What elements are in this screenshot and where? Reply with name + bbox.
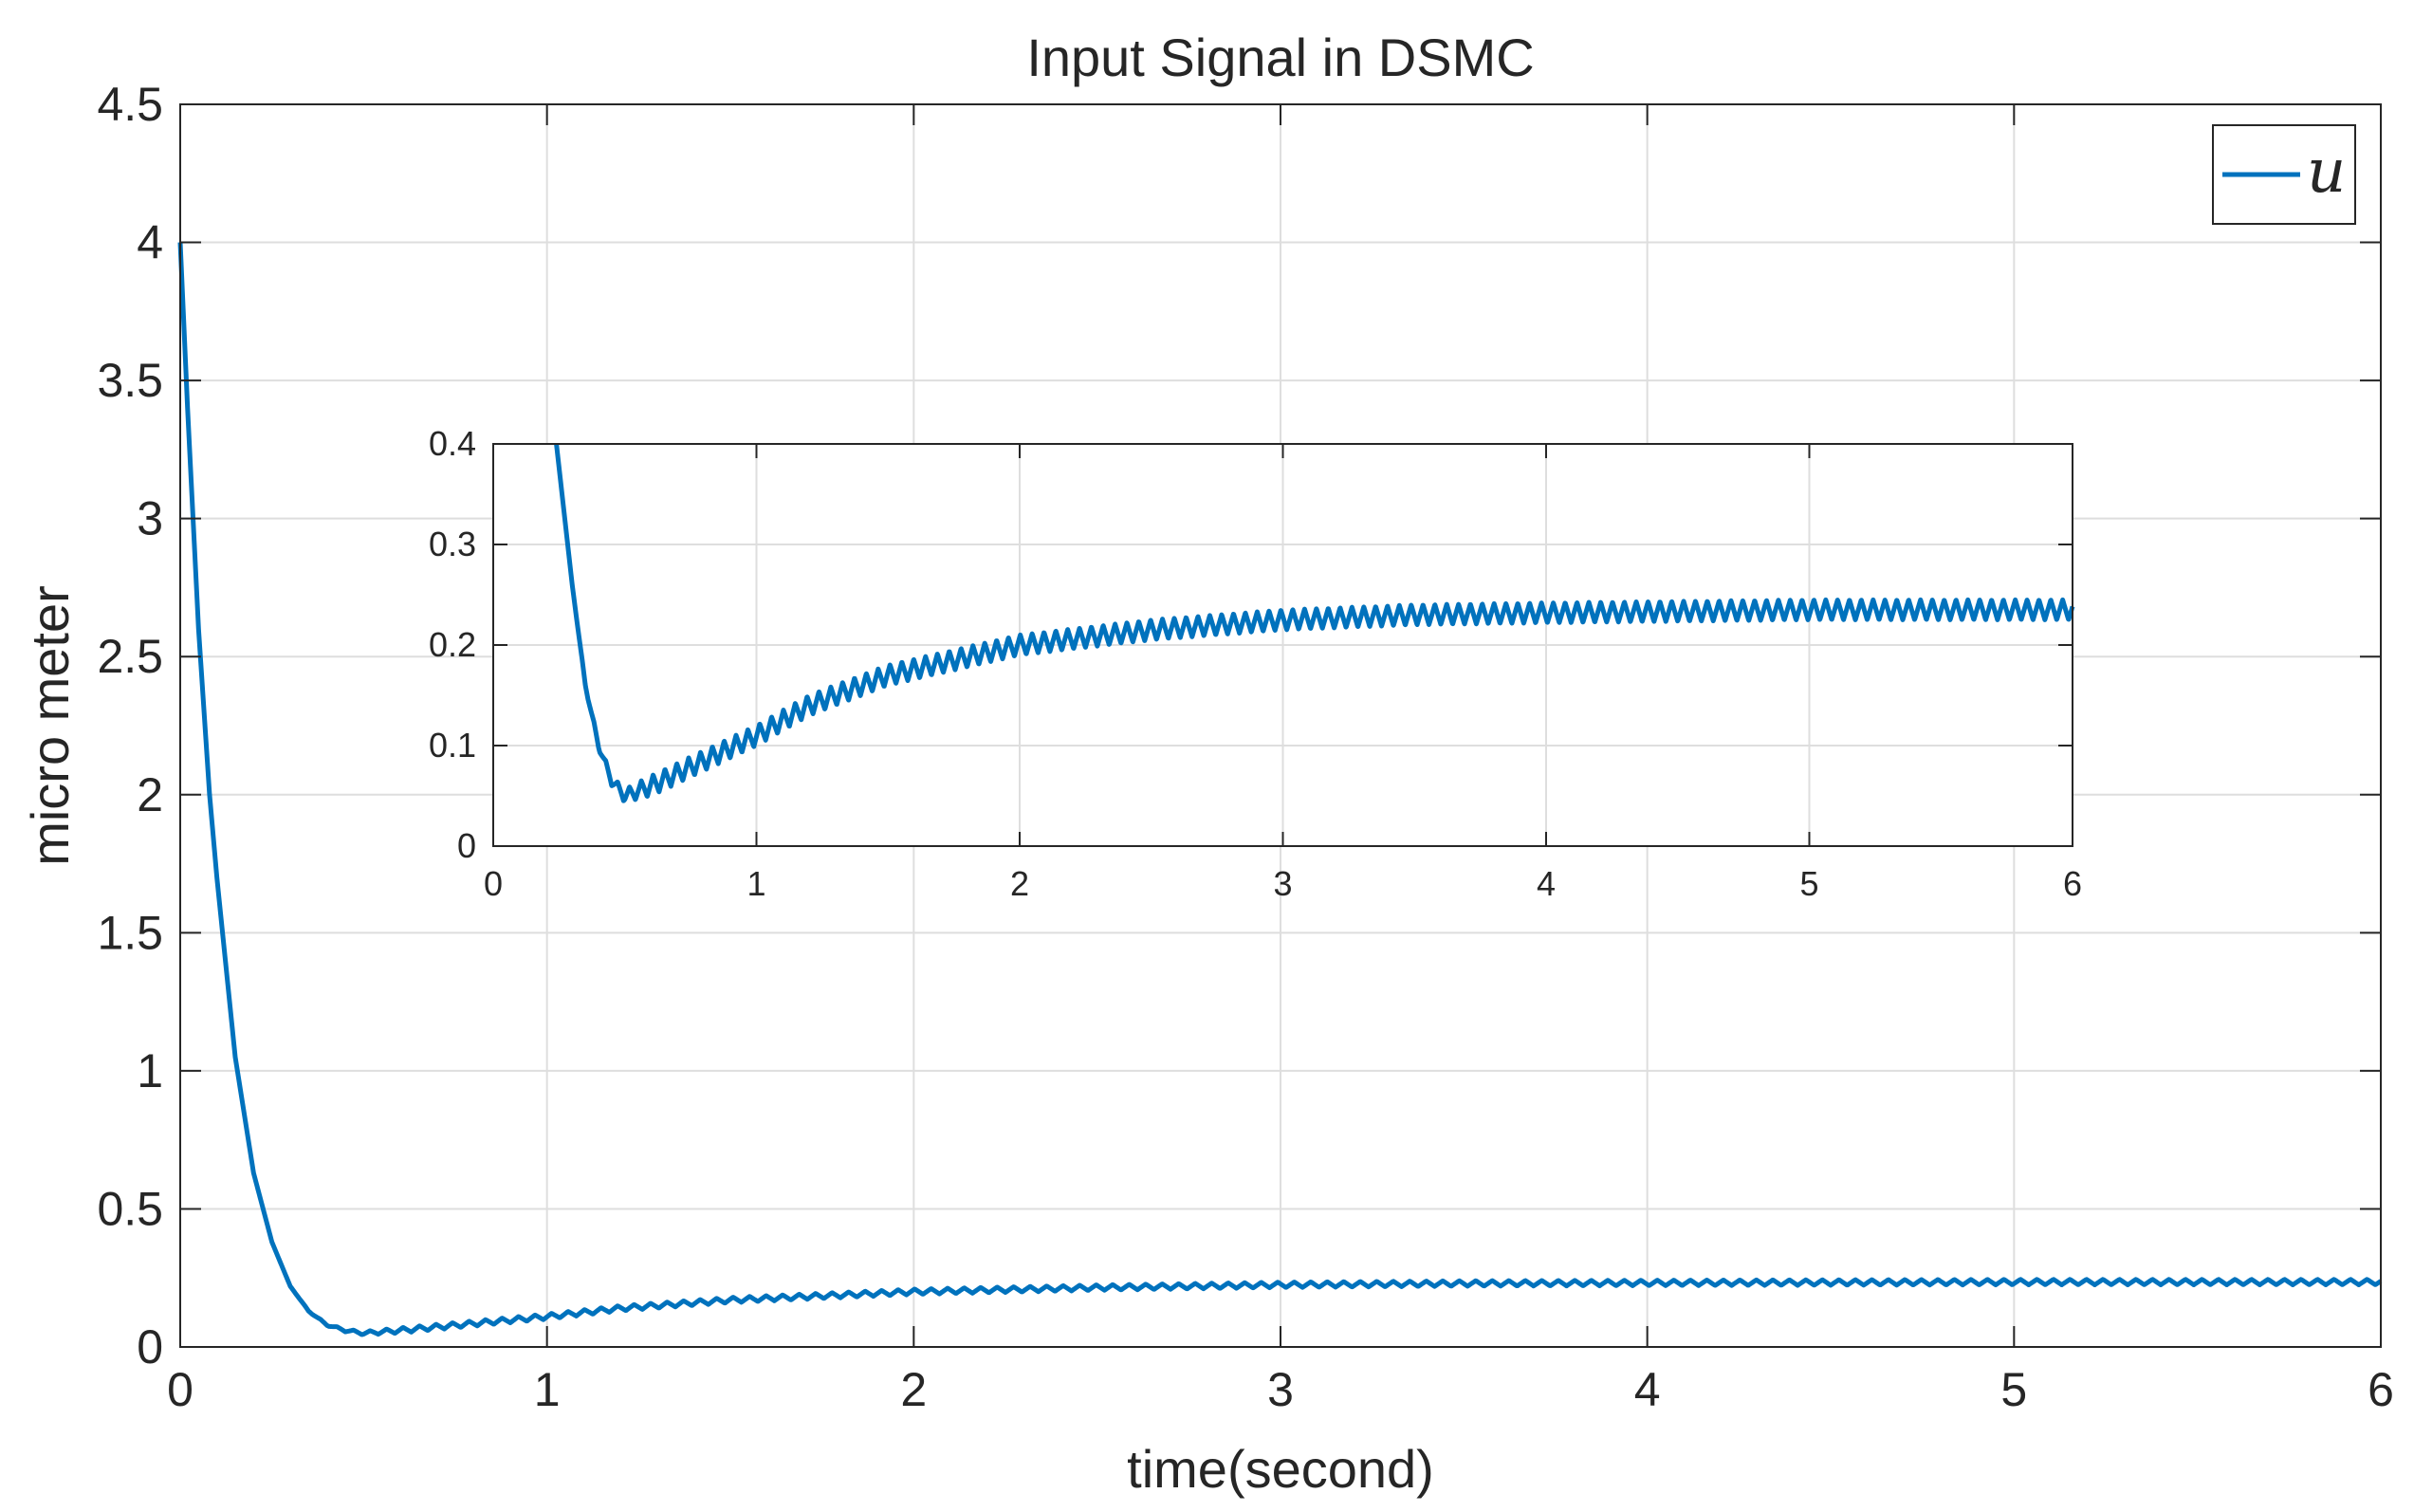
main-x-tick-label: 0 xyxy=(167,1363,193,1416)
main-x-tick-label: 2 xyxy=(900,1363,927,1416)
inset-axes: 0 1 2 3 4 5 6 0 0.1 0.2 0.3 0.4 xyxy=(429,424,2082,903)
inset-y-tick-label: 0 xyxy=(457,826,476,865)
inset-x-tick-label: 5 xyxy=(1799,864,1818,903)
main-y-tick-label: 0.5 xyxy=(97,1182,163,1235)
inset-x-tick-label: 2 xyxy=(1010,864,1029,903)
main-y-tick-label: 2 xyxy=(137,768,163,821)
main-series-u-path xyxy=(177,242,2383,1337)
main-series-line xyxy=(177,242,2383,1337)
main-y-tick-label: 1 xyxy=(137,1044,163,1097)
chart-title: Input Signal in DSMC xyxy=(1026,28,1534,87)
main-y-tick-label: 4.5 xyxy=(97,78,163,131)
main-y-tick-label: 0 xyxy=(137,1320,163,1374)
main-x-tick-label: 3 xyxy=(1267,1363,1294,1416)
main-x-tick-label: 5 xyxy=(2000,1363,2027,1416)
y-axis-label: micro meter xyxy=(20,585,80,866)
legend: u xyxy=(2212,124,2356,225)
inset-x-tick-label: 3 xyxy=(1273,864,1292,903)
inset-series-u-path xyxy=(554,443,2075,803)
main-y-tick-label: 2.5 xyxy=(97,630,163,683)
inset-y-tick-label: 0.3 xyxy=(429,525,476,563)
inset-series-line xyxy=(554,443,2075,803)
inset-x-tick-label: 0 xyxy=(484,864,503,903)
main-y-tick-label: 1.5 xyxy=(97,906,163,959)
inset-x-tick-label: 4 xyxy=(1537,864,1556,903)
main-x-tick-label: 4 xyxy=(1634,1363,1661,1416)
main-y-tick-label: 3.5 xyxy=(97,354,163,407)
inset-y-tick-label: 0.4 xyxy=(429,424,476,463)
inset-x-tick-label: 1 xyxy=(746,864,765,903)
x-axis-label: time(second) xyxy=(1127,1439,1434,1499)
main-x-tick-label: 6 xyxy=(2368,1363,2394,1416)
inset-ticks: 0 1 2 3 4 5 6 0 0.1 0.2 0.3 0.4 xyxy=(429,424,2082,903)
main-y-tick-label: 3 xyxy=(137,492,163,545)
inset-y-tick-label: 0.1 xyxy=(429,726,476,765)
main-ticks: 0 1 2 3 4 5 6 0 0.5 1 1.5 2 2.5 3 3.5 4 4.5 xyxy=(97,78,2393,1416)
inset-y-tick-label: 0.2 xyxy=(429,625,476,664)
main-x-tick-label: 1 xyxy=(534,1363,561,1416)
main-y-tick-label: 4 xyxy=(137,216,163,269)
inset-x-tick-label: 6 xyxy=(2063,864,2082,903)
legend-entry-u: u xyxy=(2307,137,2346,207)
